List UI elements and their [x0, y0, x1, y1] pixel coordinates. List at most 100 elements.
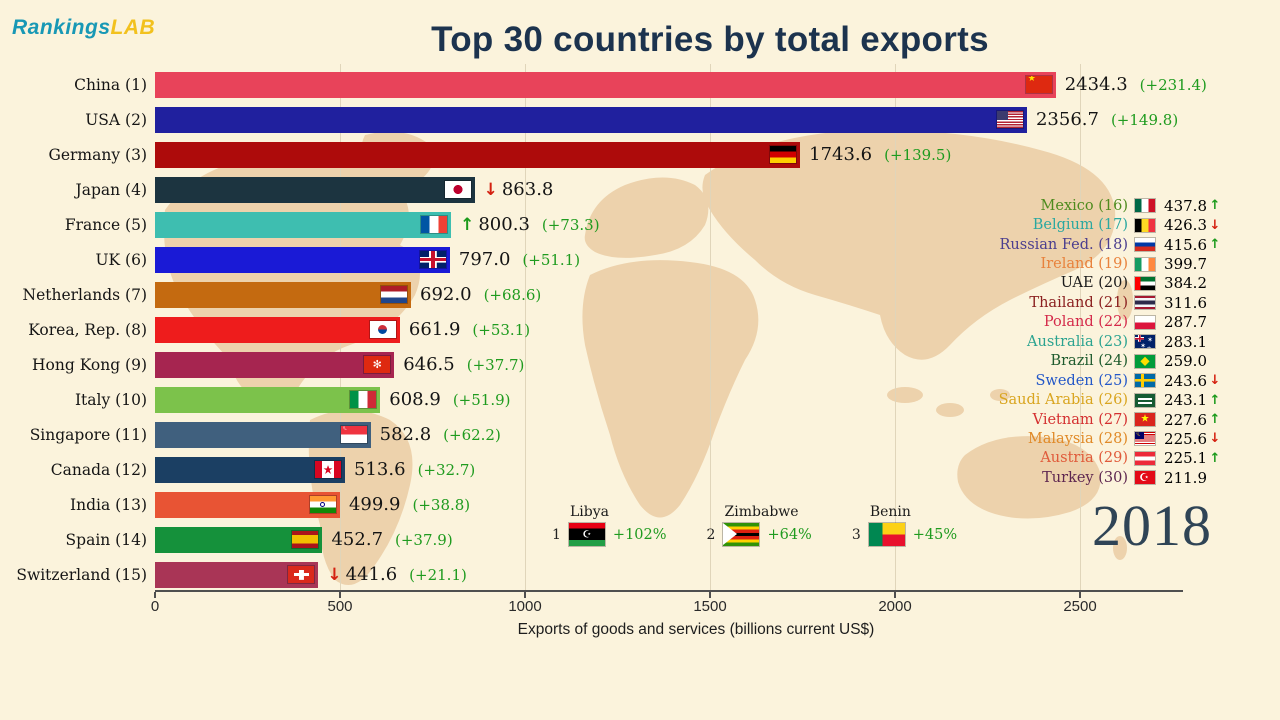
bar-value-uk: 797.0 (+51.1): [459, 247, 580, 273]
bar-change-text: (+51.9): [452, 391, 511, 409]
bar-label-spain: Spain (14): [65, 531, 147, 549]
flag-thailand-icon: [1135, 296, 1155, 310]
bar-change-text: (+53.1): [472, 321, 531, 339]
flag-australia-icon: [1135, 335, 1155, 349]
bar-korea-rep: [155, 317, 400, 343]
bar-uk: [155, 247, 450, 273]
bar-value-text: 863.8: [501, 179, 554, 200]
side-label-sweden: Sweden (25): [1035, 372, 1128, 389]
side-value-australia: 283.1: [1164, 332, 1207, 351]
side-row-austria: Austria (29) 225.1 ↑: [975, 449, 1223, 468]
bar-label-canada: Canada (12): [50, 461, 147, 479]
bar-label-italy: Italy (10): [74, 391, 147, 409]
bar-value-text: 513.6: [354, 459, 406, 480]
bar-label-singapore: Singapore (11): [29, 426, 147, 444]
gridline-1500: [710, 64, 711, 590]
x-axis-title: Exports of goods and services (billions …: [517, 621, 875, 638]
grower-row-zimbabwe: 2 +64%: [707, 523, 812, 546]
bar-row-india: India (13) 499.9 (+38.8): [0, 492, 1280, 518]
bar-label-france: France (5): [64, 216, 147, 234]
side-value-brazil: 259.0: [1164, 352, 1207, 371]
side-value-turkey: 211.9: [1164, 468, 1207, 487]
axis-tick-label-1500: 1500: [693, 598, 727, 615]
side-value-thailand: 311.6: [1164, 293, 1207, 312]
bar-value-text: 797.0: [458, 249, 511, 270]
flag-poland-icon: [1135, 315, 1155, 329]
flag-benin-icon: [868, 523, 905, 546]
up-arrow-icon: ↑: [1209, 450, 1221, 466]
flag-belgium-icon: [1135, 218, 1155, 232]
bar-value-text: 646.5: [403, 354, 455, 375]
down-arrow-icon: ↓: [483, 180, 498, 200]
flag-france-icon: [421, 216, 448, 233]
up-arrow-icon: ↑: [1209, 412, 1221, 428]
side-row-turkey: Turkey (30) 211.9: [975, 468, 1223, 487]
side-value-uae: 384.2: [1164, 274, 1207, 293]
flag-saudi-arabia-icon: [1135, 393, 1155, 407]
flag-libya-icon: [568, 523, 605, 546]
side-row-belgium: Belgium (17) 426.3 ↓: [975, 215, 1223, 234]
flag-netherlands-icon: [381, 286, 408, 303]
flag-singapore-icon: [340, 426, 367, 443]
bar-row-uk: UK (6) 797.0 (+51.1): [0, 247, 1280, 273]
flag-usa-icon: [996, 111, 1023, 128]
gridline-1000: [525, 64, 526, 590]
down-arrow-icon: ↓: [1209, 431, 1221, 447]
bar-germany: [155, 142, 801, 168]
bar-india: [155, 492, 340, 518]
axis-tick-1500: [709, 592, 711, 598]
side-label-vietnam: Vietnam (27): [1032, 411, 1128, 428]
bar-change-text: (+231.4): [1139, 76, 1207, 94]
axis-tick-label-0: 0: [150, 598, 160, 615]
bar-value-text: 692.0: [420, 284, 472, 305]
bar-value-text: 2356.7: [1035, 109, 1099, 130]
bar-canada: [155, 457, 346, 483]
side-label-turkey: Turkey (30): [1042, 469, 1128, 486]
up-arrow-icon: ↑: [460, 215, 475, 235]
bar-label-hong-kong: Hong Kong (9): [32, 356, 147, 374]
axis-tick-label-1000: 1000: [508, 598, 542, 615]
flag-india-icon: [309, 496, 336, 513]
side-label-ireland: Ireland (19): [1040, 256, 1128, 273]
bar-row-japan: Japan (4) ↓ 863.8: [0, 177, 1280, 203]
bar-value-india: 499.9 (+38.8): [349, 492, 470, 518]
side-row-ireland: Ireland (19) 399.7: [975, 254, 1223, 273]
bar-value-switzerland: ↓ 441.6 (+21.1): [327, 562, 466, 588]
flag-spain-icon: [292, 531, 319, 548]
gridline-2000: [895, 64, 896, 590]
bar-change-text: (+37.7): [466, 356, 525, 374]
side-row-malaysia: Malaysia (28) 225.6↓: [975, 429, 1223, 448]
bar-label-japan: Japan (4): [75, 181, 147, 199]
flag-uk-icon: [419, 251, 446, 268]
flag-mexico-icon: [1135, 199, 1155, 213]
flag-korea-rep-icon: [369, 321, 396, 338]
bar-value-text: 608.9: [389, 389, 441, 410]
grower-rank: 3: [851, 526, 861, 543]
side-value-poland: 287.7: [1164, 313, 1207, 332]
bar-value-netherlands: 692.0 (+68.6): [420, 282, 541, 308]
grower-name-libya: Libya: [570, 504, 609, 520]
bar-label-netherlands: Netherlands (7): [22, 286, 147, 304]
side-list: Mexico (16) 437.8 ↑ Belgium (17) 426.3 ↓ Russi…: [975, 196, 1223, 488]
bar-label-korea-rep: Korea, Rep. (8): [28, 321, 147, 339]
side-value-ireland: 399.7: [1164, 255, 1207, 274]
bar-value-text: 800.3: [478, 214, 530, 235]
up-arrow-icon: ↑: [1209, 237, 1221, 253]
bar-label-switzerland: Switzerland (15): [16, 566, 147, 584]
side-row-saudi-arabia: Saudi Arabia (26) 243.1 ↑: [975, 390, 1223, 409]
flag-malaysia-icon: [1135, 432, 1155, 446]
bar-value-text: 582.8: [379, 424, 432, 445]
side-label-saudi-arabia: Saudi Arabia (26): [998, 392, 1128, 409]
bar-usa: [155, 107, 1027, 133]
flag-switzerland-icon: [288, 566, 315, 583]
bar-row-spain: Spain (14) 452.7 (+37.9): [0, 527, 1280, 553]
bar-value-text: 1743.6: [809, 144, 873, 165]
bar-value-text: 2434.3: [1064, 74, 1128, 95]
flag-sweden-icon: [1135, 374, 1155, 388]
side-row-poland: Poland (22) 287.7: [975, 313, 1223, 332]
bar-change-text: (+73.3): [541, 216, 600, 234]
side-value-saudi-arabia: 243.1: [1164, 391, 1207, 410]
flag-hong-kong-icon: [364, 356, 391, 373]
bar-value-china: 2434.3 (+231.4): [1065, 72, 1207, 98]
side-row-mexico: Mexico (16) 437.8 ↑: [975, 196, 1223, 215]
